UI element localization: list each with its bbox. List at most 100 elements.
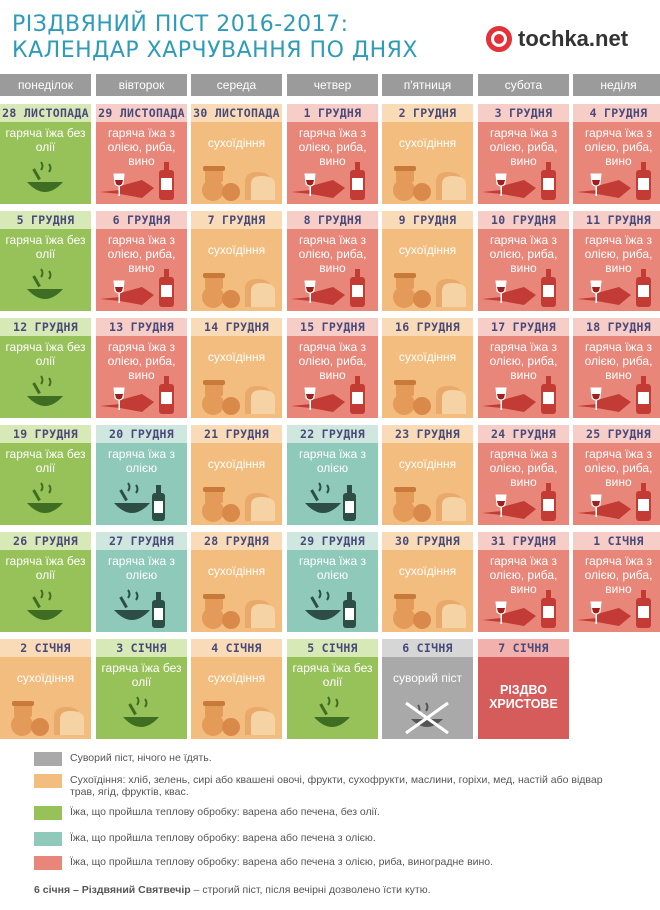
day-food-label: гаряча їжа з олією, риба, вино — [584, 233, 653, 275]
day-cell: 5 ГРУДНЯ гаряча їжа без олії — [0, 211, 91, 311]
bowl-icon — [0, 374, 91, 416]
day-food-label: гаряча їжа без олії — [292, 661, 373, 689]
day-body: сухоїдіння — [191, 229, 282, 311]
day-cell: 1 ГРУДНЯ гаряча їжа з олією, риба, вино — [287, 104, 378, 204]
fish-wine-icon — [287, 374, 378, 416]
day-body: сухоїдіння — [382, 229, 473, 311]
day-cell: 11 ГРУДНЯ гаряча їжа з олією, риба, вино — [573, 211, 660, 311]
day-body: сухоїдіння — [382, 336, 473, 418]
day-date: 7 ГРУДНЯ — [191, 211, 282, 229]
day-date: 15 ГРУДНЯ — [287, 318, 378, 336]
weekday-label: середа — [191, 74, 282, 96]
day-date: 26 ГРУДНЯ — [0, 532, 91, 550]
day-date: 6 СІЧНЯ — [382, 639, 473, 657]
day-body: гаряча їжа з олією — [287, 550, 378, 632]
day-food-label: гаряча їжа з олією — [108, 447, 175, 475]
day-date: 2 СІЧНЯ — [0, 639, 91, 657]
day-body: РІЗДВО ХРИСТОВЕ — [478, 657, 569, 739]
fish-wine-icon — [287, 160, 378, 202]
fish-wine-icon — [573, 374, 660, 416]
day-body: гаряча їжа без олії — [0, 336, 91, 418]
day-body: сухоїдіння — [0, 657, 91, 739]
day-date: 27 ГРУДНЯ — [96, 532, 187, 550]
day-food-label: сухоїдіння — [207, 457, 266, 471]
day-cell: 7 СІЧНЯ РІЗДВО ХРИСТОВЕ — [478, 639, 569, 739]
day-food-label: суворий піст — [393, 671, 462, 685]
day-food-label: гаряча їжа без олії — [5, 233, 86, 261]
day-date: 4 ГРУДНЯ — [573, 104, 660, 122]
day-date: 9 ГРУДНЯ — [382, 211, 473, 229]
bread-fruit-icon — [382, 481, 473, 523]
day-body: гаряча їжа з олією, риба, вино — [573, 122, 660, 204]
day-food-label: гаряча їжа з олією — [299, 447, 366, 475]
day-body: гаряча їжа з олією, риба, вино — [573, 443, 660, 525]
day-food-label: гаряча їжа без олії — [5, 126, 86, 154]
day-body: сухоїдіння — [191, 443, 282, 525]
brand-mark-icon — [486, 26, 512, 52]
day-cell: 19 ГРУДНЯ гаряча їжа без олії — [0, 425, 91, 525]
day-date: 8 ГРУДНЯ — [287, 211, 378, 229]
day-food-label: сухоїдіння — [16, 671, 75, 685]
day-food-label: гаряча їжа з олією, риба, вино — [584, 126, 653, 168]
day-date: 18 ГРУДНЯ — [573, 318, 660, 336]
day-date: 22 ГРУДНЯ — [287, 425, 378, 443]
title-line-1: РІЗДВЯНИЙ ПІСТ 2016-2017: — [12, 12, 349, 37]
day-cell: 3 СІЧНЯ гаряча їжа без олії — [96, 639, 187, 739]
day-body: сухоїдіння — [382, 122, 473, 204]
day-date: 30 ГРУДНЯ — [382, 532, 473, 550]
day-body: гаряча їжа з олією — [287, 443, 378, 525]
day-food-label: гаряча їжа без олії — [5, 447, 86, 475]
day-cell: 16 ГРУДНЯ сухоїдіння — [382, 318, 473, 418]
day-body: гаряча їжа з олією, риба, вино — [478, 229, 569, 311]
bowl-icon — [0, 267, 91, 309]
day-date: 12 ГРУДНЯ — [0, 318, 91, 336]
day-body: гаряча їжа без олії — [0, 550, 91, 632]
day-cell: 7 ГРУДНЯ сухоїдіння — [191, 211, 282, 311]
day-food-label: гаряча їжа з олією, риба, вино — [107, 340, 176, 382]
fish-wine-icon — [573, 267, 660, 309]
fish-wine-icon — [287, 267, 378, 309]
bread-fruit-icon — [191, 695, 282, 737]
fish-wine-icon — [478, 267, 569, 309]
day-food-label: сухоїдіння — [398, 457, 457, 471]
bread-fruit-icon — [191, 374, 282, 416]
day-food-label: сухоїдіння — [398, 564, 457, 578]
fish-wine-icon — [478, 481, 569, 523]
day-date: 11 ГРУДНЯ — [573, 211, 660, 229]
day-food-label: сухоїдіння — [398, 136, 457, 150]
bread-fruit-icon — [191, 588, 282, 630]
bowl-icon — [0, 588, 91, 630]
day-food-label: гаряча їжа без олії — [5, 340, 86, 368]
bowl-bottle-icon — [287, 588, 378, 630]
day-date: 28 ГРУДНЯ — [191, 532, 282, 550]
day-food-label: сухоїдіння — [207, 564, 266, 578]
brand-logo[interactable]: tochka.net — [486, 24, 628, 54]
day-cell: 29 ГРУДНЯ гаряча їжа з олією — [287, 532, 378, 632]
day-date: 16 ГРУДНЯ — [382, 318, 473, 336]
day-food-label: сухоїдіння — [207, 350, 266, 364]
day-body: гаряча їжа з олією — [96, 550, 187, 632]
day-cell: 24 ГРУДНЯ гаряча їжа з олією, риба, вино — [478, 425, 569, 525]
day-food-label: гаряча їжа з олією, риба, вино — [298, 126, 367, 168]
day-food-label: гаряча їжа без олії — [5, 554, 86, 582]
legend-swatch — [34, 806, 62, 820]
day-food-label: гаряча їжа з олією, риба, вино — [489, 126, 558, 168]
day-body: гаряча їжа без олії — [0, 122, 91, 204]
day-body: гаряча їжа з олією, риба, вино — [478, 443, 569, 525]
bowl-bottle-icon — [287, 481, 378, 523]
day-date: 14 ГРУДНЯ — [191, 318, 282, 336]
legend-swatch — [34, 752, 62, 766]
day-cell: 5 СІЧНЯ гаряча їжа без олії — [287, 639, 378, 739]
day-cell: 4 СІЧНЯ сухоїдіння — [191, 639, 282, 739]
day-food-label: гаряча їжа з олією — [108, 554, 175, 582]
day-cell: 25 ГРУДНЯ гаряча їжа з олією, риба, вино — [573, 425, 660, 525]
bread-fruit-icon — [382, 374, 473, 416]
day-body: гаряча їжа з олією, риба, вино — [478, 122, 569, 204]
day-cell: 31 ГРУДНЯ гаряча їжа з олією, риба, вино — [478, 532, 569, 632]
day-cell: 30 ГРУДНЯ сухоїдіння — [382, 532, 473, 632]
day-body: гаряча їжа без олії — [0, 443, 91, 525]
day-cell: 2 ГРУДНЯ сухоїдіння — [382, 104, 473, 204]
fish-wine-icon — [96, 160, 187, 202]
day-body: сухоїдіння — [382, 443, 473, 525]
legend-swatch — [34, 774, 62, 788]
